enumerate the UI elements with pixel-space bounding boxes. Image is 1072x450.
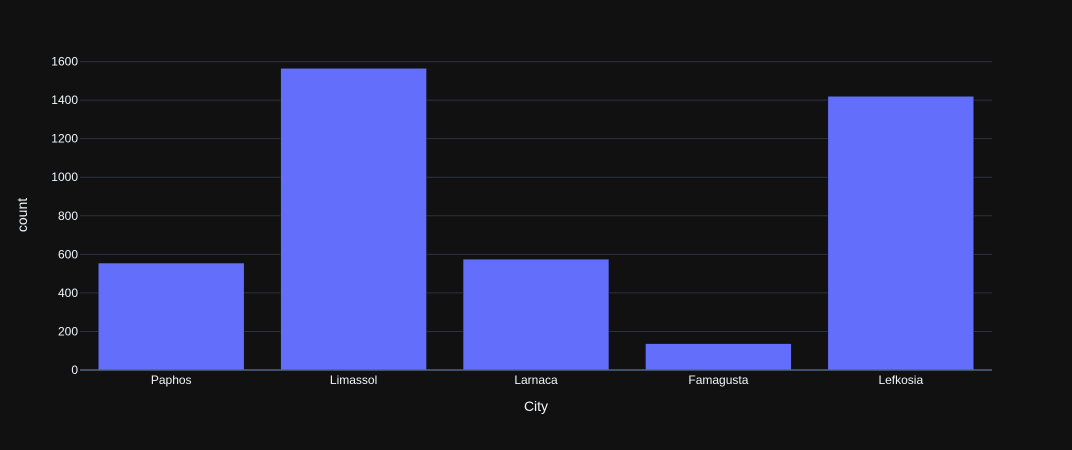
y-tick-label: 400	[58, 286, 78, 300]
y-axis-title: count	[14, 198, 30, 232]
bar	[827, 96, 975, 371]
y-tick-label: 1600	[51, 55, 78, 69]
y-tick-label: 200	[58, 324, 78, 338]
x-tick-label: Famagusta	[688, 373, 748, 387]
y-tick-label: 1000	[51, 170, 78, 184]
x-axis-title: City	[524, 398, 548, 414]
bar	[97, 262, 245, 371]
x-tick-label: Larnaca	[514, 373, 558, 387]
bar	[645, 343, 792, 371]
x-tick-label: Lefkosia	[878, 373, 923, 387]
axes: 0 200 400 600 800 1000 1200 1400 1600 Paphos Limas…	[51, 55, 992, 387]
y-tick-label: 1200	[51, 132, 78, 146]
bar	[280, 68, 427, 371]
y-tick-label: 800	[58, 209, 78, 223]
x-tick-label: Limassol	[330, 373, 377, 387]
y-tick-label: 600	[58, 247, 78, 261]
y-tick-label: 1400	[51, 93, 78, 107]
bar	[462, 258, 610, 371]
bars	[97, 68, 975, 371]
x-tick-label: Paphos	[151, 373, 192, 387]
y-tick-label: 0	[71, 363, 78, 377]
